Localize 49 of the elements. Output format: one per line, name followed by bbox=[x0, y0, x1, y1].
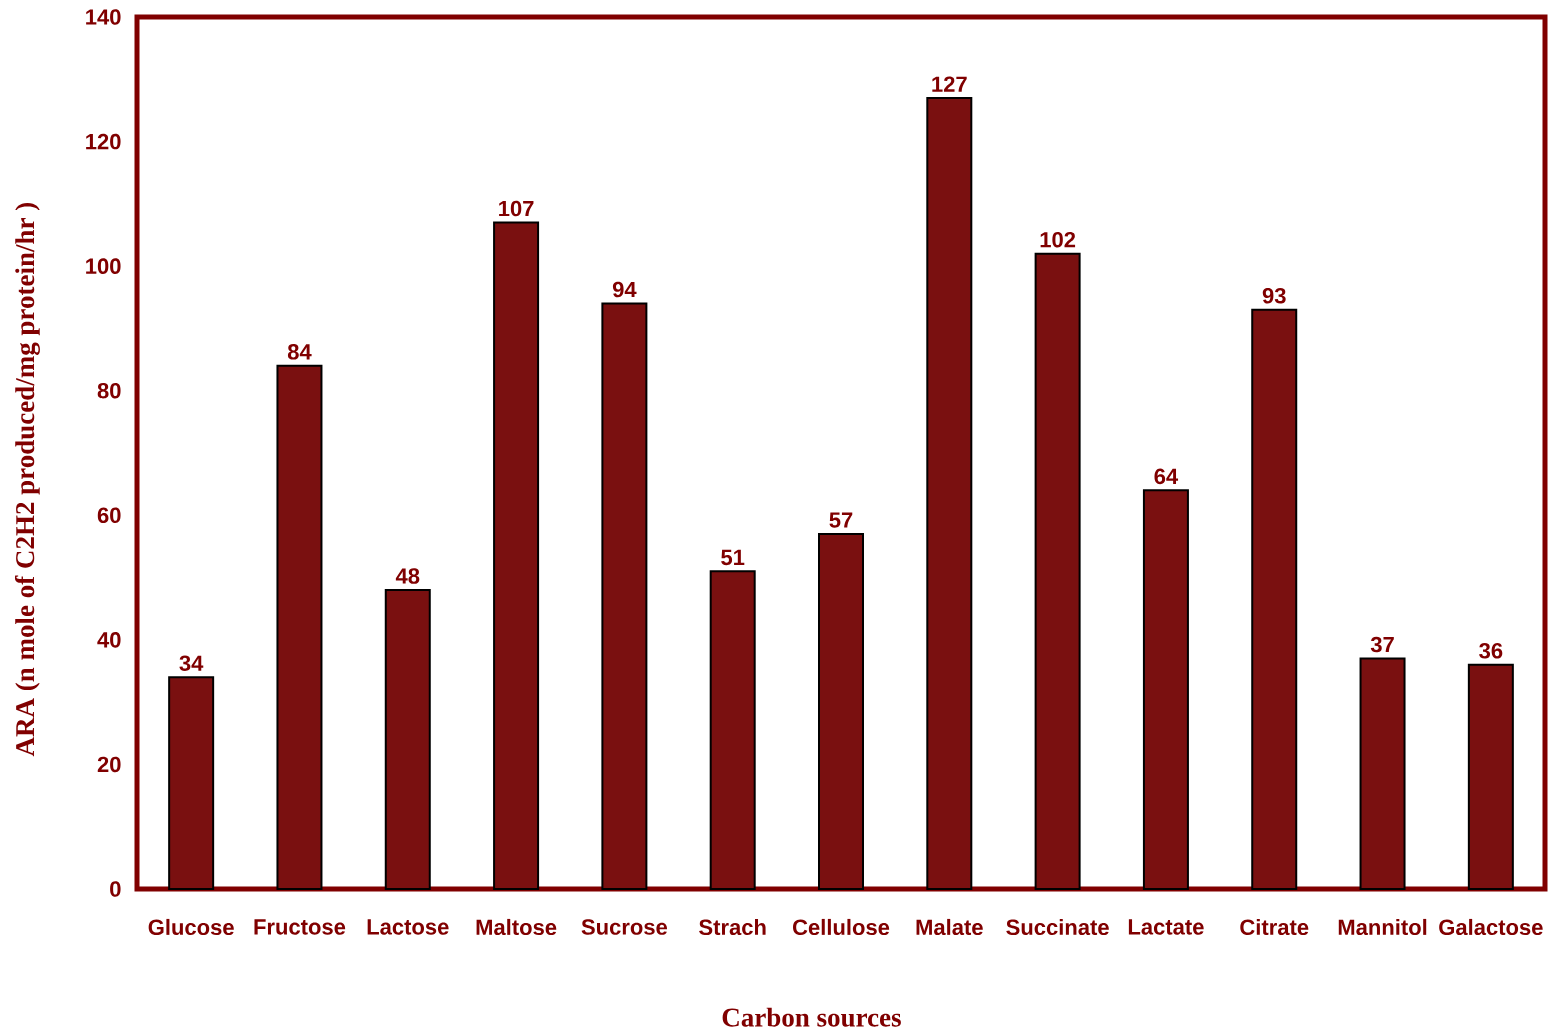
y-tick-label: 80 bbox=[97, 382, 121, 399]
bar bbox=[168, 676, 215, 890]
x-tick-label: Citrate bbox=[1240, 918, 1309, 936]
y-tick-label: 100 bbox=[86, 258, 121, 274]
data-label: 84 bbox=[287, 344, 312, 360]
x-tick-label: Fructose bbox=[254, 919, 346, 935]
bar bbox=[1034, 252, 1081, 890]
x-tick-label: Lactate bbox=[1128, 919, 1204, 935]
x-tick-label: Glucose bbox=[148, 918, 234, 936]
y-tick-label: 0 bbox=[110, 881, 121, 897]
data-label: 94 bbox=[612, 281, 637, 298]
x-tick-label: Succinate bbox=[1006, 918, 1109, 936]
y-axis-title: ARA (n mole of C2H2 produced/mg protein/hr ) bbox=[14, 203, 40, 757]
bar bbox=[276, 364, 323, 890]
x-tick-label: Maltose bbox=[476, 918, 557, 936]
x-axis-title: Carbon sources bbox=[722, 1007, 901, 1027]
y-tick-label: 40 bbox=[97, 632, 121, 648]
bar bbox=[926, 96, 973, 890]
data-label: 51 bbox=[721, 549, 745, 566]
data-label: 37 bbox=[1370, 636, 1394, 653]
data-label: 64 bbox=[1154, 468, 1179, 485]
bar bbox=[493, 221, 540, 890]
bar bbox=[1467, 663, 1514, 890]
data-label: 48 bbox=[395, 568, 420, 584]
x-tick-label: Malate bbox=[916, 918, 983, 936]
bar bbox=[1359, 657, 1406, 890]
x-tick-label: Sucrose bbox=[581, 919, 668, 935]
y-tick-label: 140 bbox=[86, 9, 121, 25]
x-tick-label: Galactose bbox=[1439, 918, 1543, 936]
data-label: 107 bbox=[499, 200, 534, 217]
bar bbox=[1142, 489, 1189, 890]
data-label: 57 bbox=[829, 512, 853, 528]
data-label: 102 bbox=[1040, 231, 1076, 248]
x-tick-label: Cellulose bbox=[793, 918, 890, 936]
x-tick-label: Mannitol bbox=[1338, 918, 1427, 936]
x-tick-label: Strach bbox=[699, 918, 766, 936]
y-tick-label: 120 bbox=[86, 133, 121, 150]
bar bbox=[1251, 308, 1298, 890]
bar bbox=[709, 570, 756, 890]
y-tick-label: 20 bbox=[97, 756, 121, 773]
y-tick-label: 60 bbox=[97, 507, 121, 524]
data-label: 127 bbox=[932, 76, 967, 92]
bar bbox=[601, 302, 648, 890]
bar bbox=[818, 532, 864, 890]
data-label: 34 bbox=[179, 655, 204, 672]
data-label: 36 bbox=[1479, 642, 1503, 659]
x-tick-label: Lactose bbox=[367, 919, 449, 935]
bar bbox=[384, 589, 431, 890]
data-label: 93 bbox=[1262, 287, 1286, 304]
